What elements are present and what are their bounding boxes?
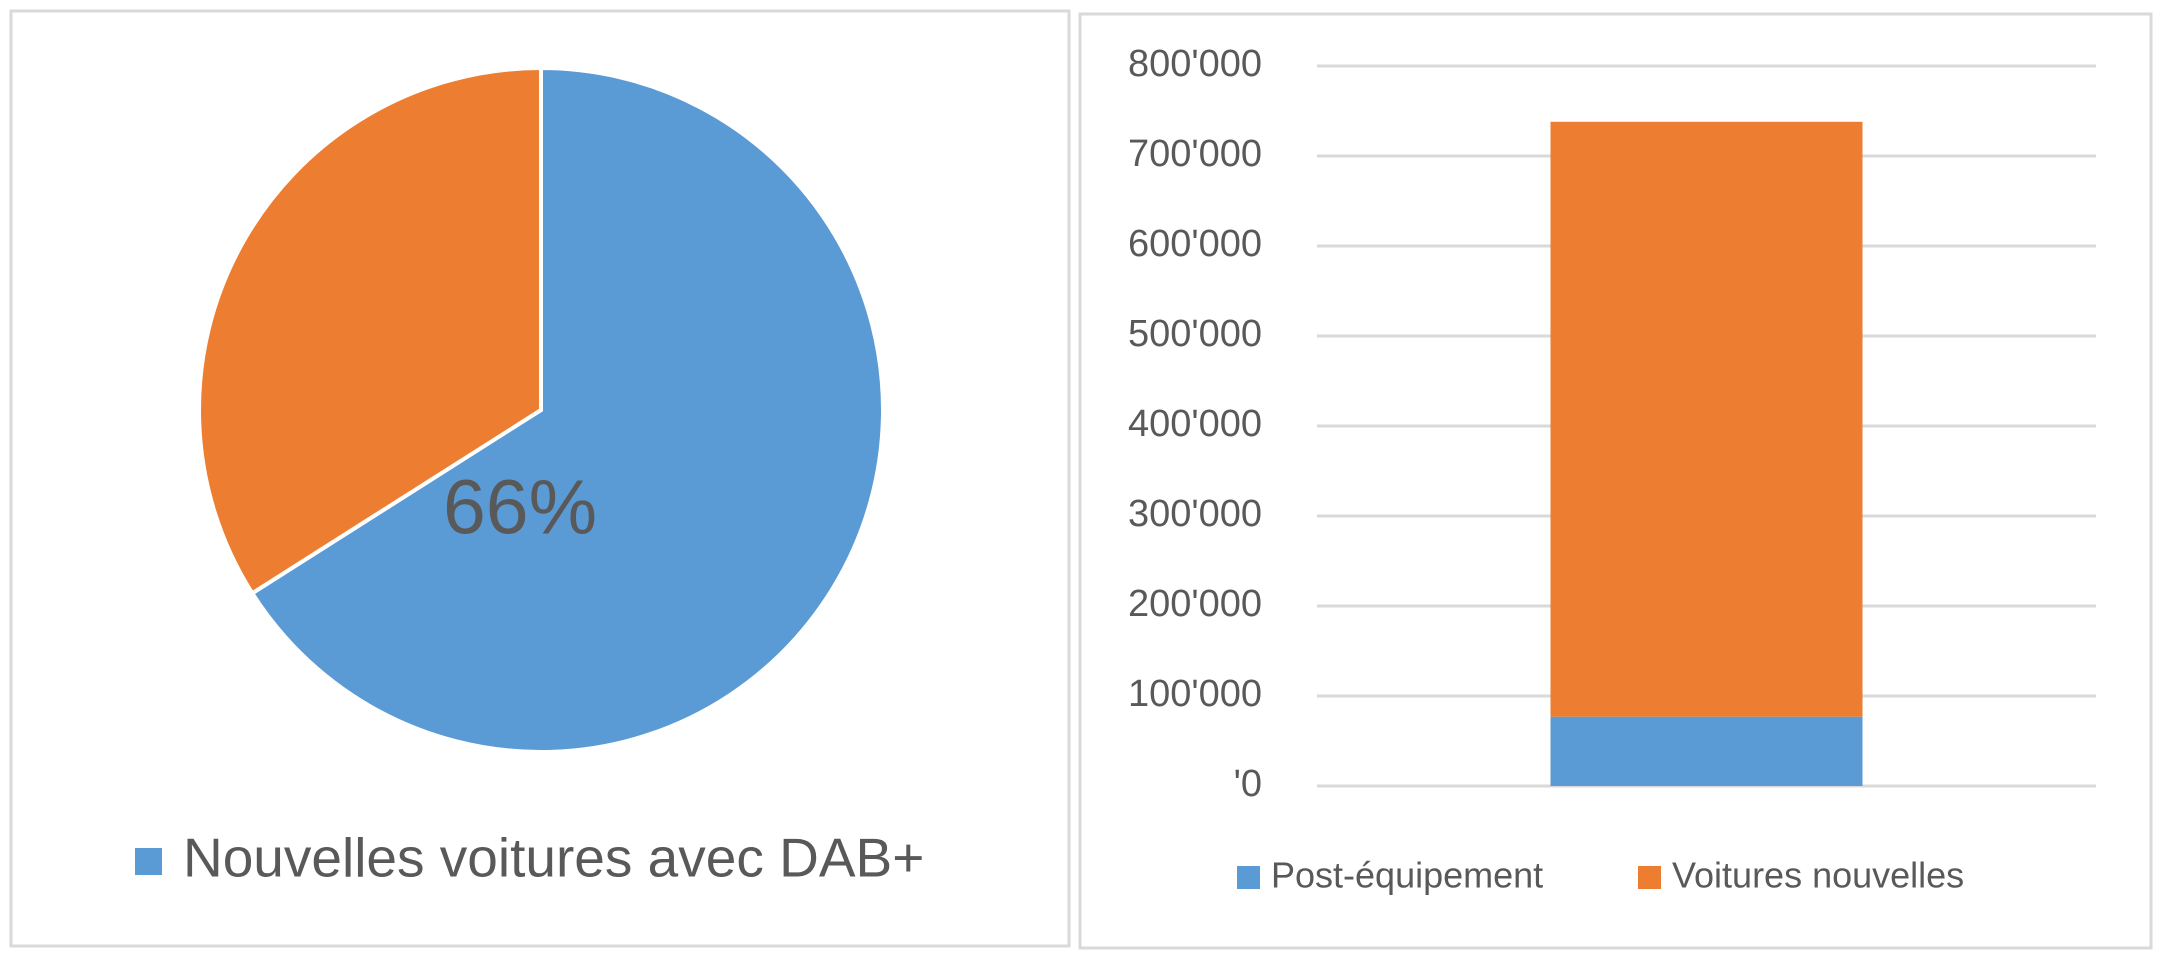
y-tick-label: 300'000	[1128, 493, 1262, 535]
y-tick-label: 600'000	[1128, 223, 1262, 265]
legend-label: Post-équipement	[1271, 855, 1543, 896]
legend-swatch	[1237, 866, 1260, 889]
y-tick-label: 200'000	[1128, 583, 1262, 625]
legend-swatch	[135, 848, 162, 875]
y-tick-label: 800'000	[1128, 43, 1262, 85]
y-tick-label: 700'000	[1128, 133, 1262, 175]
y-tick-label: 100'000	[1128, 673, 1262, 715]
y-tick-label: '0	[1234, 763, 1262, 805]
bar-segment	[1550, 716, 1863, 786]
bar-segment	[1550, 121, 1863, 717]
legend-label: Voitures nouvelles	[1672, 855, 1964, 896]
y-tick-label: 400'000	[1128, 403, 1262, 445]
y-tick-label: 500'000	[1128, 313, 1262, 355]
legend-label: Nouvelles voitures avec DAB+	[183, 827, 924, 889]
legend-swatch	[1638, 866, 1661, 889]
data-label: 66%	[443, 464, 597, 550]
pie-slice	[197, 65, 543, 597]
pie-slice	[249, 65, 885, 754]
